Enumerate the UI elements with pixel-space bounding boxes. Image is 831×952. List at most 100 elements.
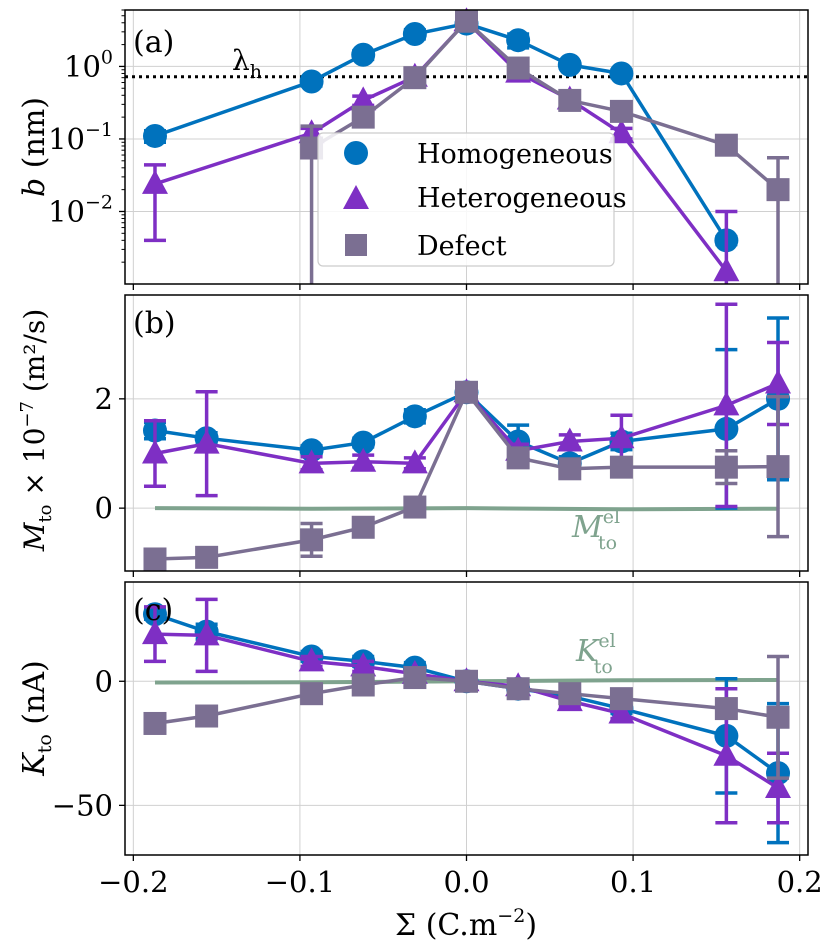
data-point-homogeneous [299,69,324,94]
data-point-defect [300,682,324,706]
y-tick-label: 0 [95,491,113,525]
data-point-defect [351,515,375,539]
legend-marker-heterogeneous [343,185,369,209]
data-point-defect [609,455,633,479]
data-point-homogeneous [506,28,531,53]
data-point-defect [403,666,427,690]
data-point-heterogeneous [193,429,220,454]
data-point-defect [351,673,375,697]
data-point-defect [506,446,530,470]
y-tick-label: −50 [52,788,113,822]
annotation-k-el: Kel to [575,630,616,678]
legend-entry-homogeneous: Homogeneous [344,139,613,170]
series-defect [143,654,790,780]
data-point-heterogeneous [193,621,220,646]
y-tick-label: 0 [95,664,113,698]
data-point-heterogeneous [556,427,583,452]
legend-entry-defect: Defect [345,231,507,262]
y-ticks-b: 02 [95,382,801,577]
data-point-defect [143,547,167,571]
data-point-homogeneous [402,22,427,47]
data-point-defect [558,682,582,706]
data-point-heterogeneous [608,119,635,144]
data-point-defect [766,178,790,202]
data-point-defect [300,136,324,160]
series-b [141,302,792,571]
y-label-b: Mto × 10−7 (m²/s) [17,309,56,553]
data-point-defect [143,711,167,735]
data-point-defect [403,495,427,519]
series-electrolyte [154,506,779,512]
legend: Homogeneous Heterogeneous Defect [317,132,627,267]
data-point-heterogeneous [765,369,792,394]
data-point-heterogeneous [350,447,377,472]
x-tick-label: 0.0 [443,865,489,899]
data-point-defect [714,697,738,721]
data-point-defect [714,133,738,157]
x-axis-label: Σ (C.m−2) [395,905,537,943]
panel-label-a: (a) [133,25,174,60]
y-tick-label: 100 [64,46,113,83]
data-point-heterogeneous [141,169,168,194]
data-point-homogeneous [557,52,582,77]
data-point-defect [506,56,530,80]
y-tick-label: 10−2 [48,191,113,228]
data-point-homogeneous [351,42,376,67]
panel-b: 02 (b) Mel to Mto × 10−7 (m²/s) [17,294,809,577]
data-point-heterogeneous [608,699,635,724]
y-tick-label: 2 [95,382,113,416]
y-ticks-c: 0 −50 [52,664,801,861]
data-point-defect [558,88,582,112]
series-c [141,597,792,845]
data-point-heterogeneous [713,741,740,766]
data-point-defect [455,669,478,693]
lambda-label: λh [232,44,262,83]
data-point-heterogeneous [298,647,325,672]
panel-label-c: (c) [133,593,173,628]
series-defect [300,9,790,284]
data-point-homogeneous [402,404,427,429]
series-line-electrolyte [154,506,779,512]
legend-marker-defect [345,234,367,256]
data-point-defect [455,9,478,33]
data-point-defect [609,687,633,711]
data-point-defect [455,380,478,404]
data-point-defect [300,528,324,552]
x-tick-label: −0.2 [98,865,168,899]
data-point-heterogeneous [350,652,377,677]
data-point-homogeneous [609,61,634,86]
y-label-a: b (nm) [17,97,52,197]
data-point-heterogeneous [608,424,635,449]
data-point-defect [714,455,738,479]
data-point-defect [558,457,582,481]
legend-marker-homogeneous [344,141,368,165]
panel-label-b: (b) [133,306,176,341]
data-point-homogeneous [351,430,376,455]
legend-box [317,132,615,267]
x-axis: −0.2 −0.1 0.0 0.1 0.2 [98,865,823,899]
data-point-defect [195,545,219,569]
data-point-heterogeneous [141,439,168,464]
data-point-homogeneous [142,123,167,148]
annotation-m-el: Mel to [571,506,620,554]
panel-a: 100 10−1 10−2 (a) λh b (nm) Homogeneous He… [17,7,809,290]
data-point-defect [351,105,375,129]
data-point-defect [766,705,790,729]
data-point-defect [766,455,790,479]
data-point-heterogeneous [765,773,792,798]
y-tick-label: 10−1 [48,119,113,156]
data-point-defect [403,66,427,90]
legend-label-homogeneous: Homogeneous [417,139,613,170]
legend-label-defect: Defect [417,231,507,262]
series-defect [143,380,790,571]
data-point-heterogeneous [350,86,377,111]
data-point-heterogeneous [141,620,168,645]
x-tick-label: 0.1 [610,865,656,899]
data-point-heterogeneous [713,257,740,282]
data-point-defect [195,704,219,728]
panel-c: 0 −50 (c) Kel to Kto (nA) [17,581,809,861]
data-point-heterogeneous [298,449,325,474]
data-point-heterogeneous [713,391,740,416]
data-point-defect [506,677,530,701]
